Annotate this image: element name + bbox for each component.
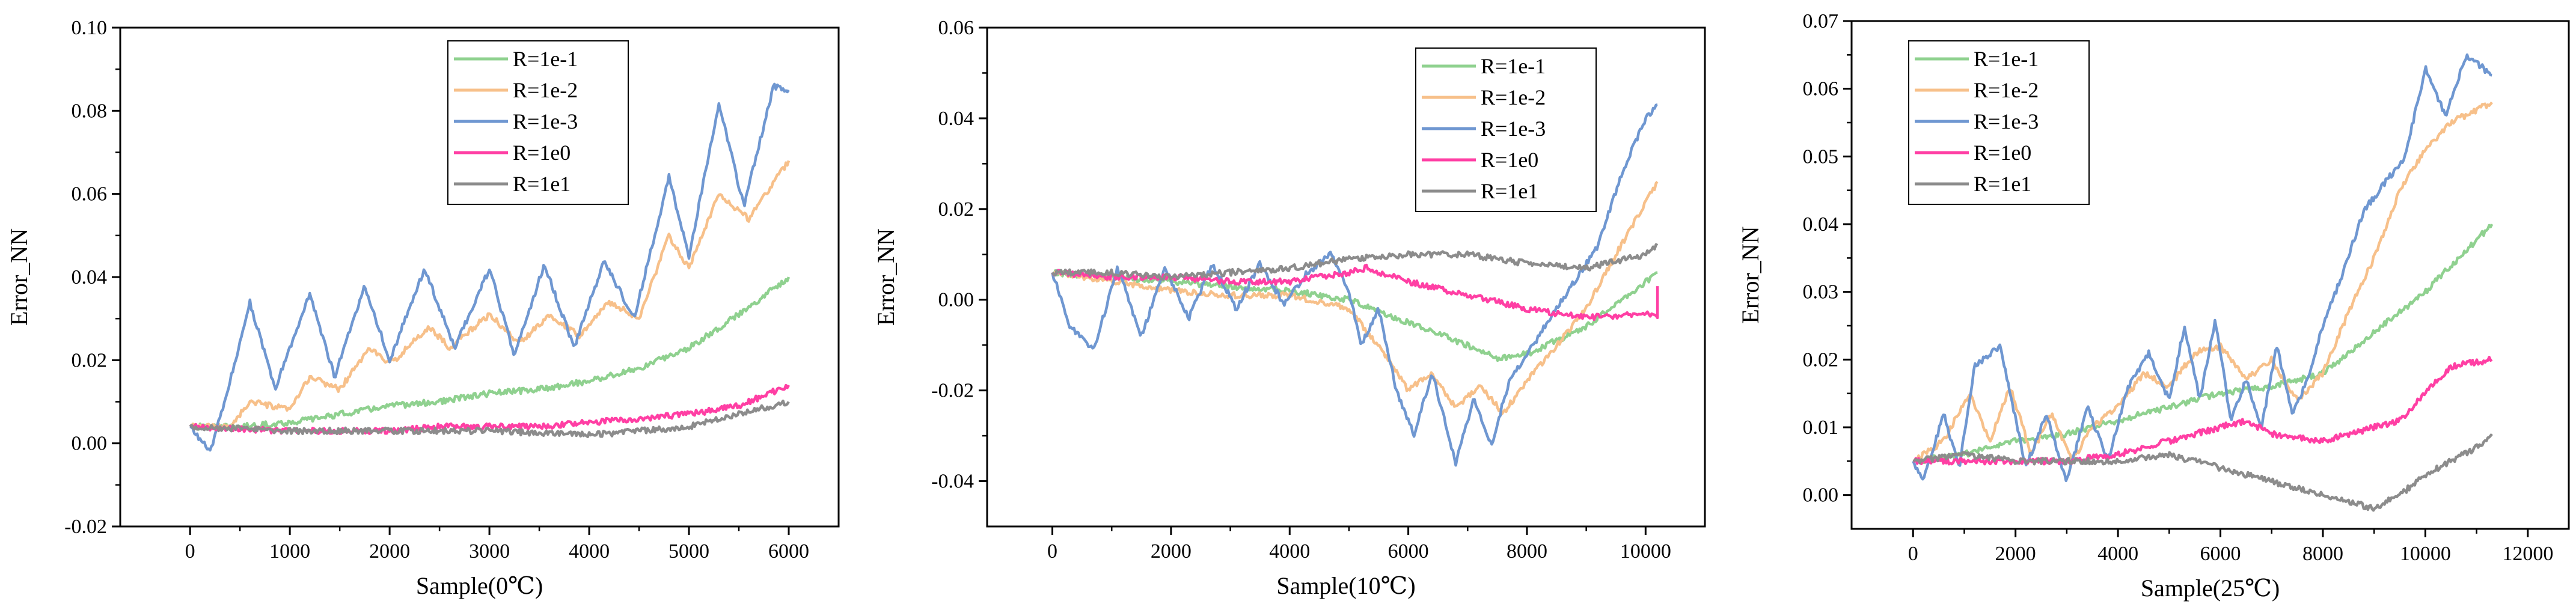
x-tick-label: 2000 xyxy=(1151,540,1192,563)
legend-label: R=1e-2 xyxy=(513,78,578,102)
legend-label: R=1e-1 xyxy=(1974,47,2039,71)
chart-panel-2: 0 2000 4000 6000 8000 10000 -0.04 -0.02 0.00 0.02… xyxy=(872,17,1706,599)
plot-frame xyxy=(1850,20,2570,530)
y-tick-label: 0.04 xyxy=(72,266,108,288)
x-tick-label: 4000 xyxy=(2097,543,2138,565)
y-tick-label: 0.05 xyxy=(1803,145,1839,168)
x-tick-label: 4000 xyxy=(1269,540,1310,563)
x-tick-label: 0 xyxy=(185,540,195,563)
x-tick-label: 0 xyxy=(1908,543,1918,565)
x-tick-label: 0 xyxy=(1047,540,1057,563)
legend-label: R=1e-3 xyxy=(1481,117,1546,141)
x-tick-label: 12000 xyxy=(2502,543,2553,565)
x-tick-label: 2000 xyxy=(369,540,410,563)
y-tick-label: 0.08 xyxy=(72,100,108,122)
legend-label: R=1e-2 xyxy=(1974,78,2039,102)
legend-label: R=1e1 xyxy=(1481,179,1538,203)
legend: R=1e-1 R=1e-2 R=1e-3 R=1e0 R=1e1 xyxy=(1908,40,2090,205)
y-tick-label: 0.01 xyxy=(1803,416,1839,439)
y-tick-label: 0.03 xyxy=(1803,281,1839,304)
x-tick-label: 6000 xyxy=(1388,540,1429,563)
y-tick-label: -0.04 xyxy=(931,471,974,493)
legend-label: R=1e-2 xyxy=(1481,85,1546,109)
x-tick-label: 6000 xyxy=(2200,543,2241,565)
chart-panel-3: 0 2000 4000 6000 8000 10000 12000 0.00 0.01 0.02 0… xyxy=(1737,10,2570,602)
series-line-R=1e-1 xyxy=(1912,223,2494,465)
y-tick-label: 0.02 xyxy=(1803,349,1839,371)
series-line-R=1e-2 xyxy=(189,160,791,431)
x-tick-label: 4000 xyxy=(569,540,610,563)
x-tick-label: 1000 xyxy=(269,540,310,563)
x-tick-label: 10000 xyxy=(1620,540,1671,563)
y-tick-label: 0.00 xyxy=(1803,484,1839,507)
legend-label: R=1e-3 xyxy=(1974,109,2039,133)
legend-label: R=1e1 xyxy=(1974,172,2031,196)
y-tick-label: 0.04 xyxy=(1803,213,1839,236)
plot-frame xyxy=(986,26,1706,528)
series-line-R=1e-1 xyxy=(1051,269,1658,362)
x-tick-label: 5000 xyxy=(668,540,709,563)
x-tick-label: 8000 xyxy=(2302,543,2343,565)
y-tick-label: 0.06 xyxy=(1803,78,1839,100)
series-line-R=1e-3 xyxy=(1912,53,2492,483)
legend-label: R=1e-1 xyxy=(513,47,578,71)
x-tick-label: 10000 xyxy=(2400,543,2451,565)
y-tick-label: 0.02 xyxy=(938,198,974,221)
x-tick-label: 6000 xyxy=(768,540,809,563)
y-tick-label: 0.02 xyxy=(72,349,108,371)
series-line-R=1e1 xyxy=(189,399,790,439)
series-line-R=1e1 xyxy=(1051,243,1659,281)
legend-label: R=1e0 xyxy=(1481,148,1538,172)
series-line-R=1e0 xyxy=(1051,263,1659,322)
legend-label: R=1e1 xyxy=(513,172,571,196)
x-tick-label: 2000 xyxy=(1995,543,2036,565)
y-axis-label: Error_NN xyxy=(5,228,32,326)
legend-label: R=1e-1 xyxy=(1481,54,1546,78)
y-tick-label: 0.07 xyxy=(1803,10,1839,32)
y-tick-label: -0.02 xyxy=(64,516,107,538)
y-tick-label: 0.00 xyxy=(72,433,108,455)
y-axis-label: Error_NN xyxy=(872,228,899,326)
y-tick-label: 0.06 xyxy=(938,17,974,39)
chart-panel-1: 0 1000 2000 3000 4000 5000 6000 -0.02 0.00 0.02 0.… xyxy=(5,17,840,599)
legend: R=1e-1 R=1e-2 R=1e-3 R=1e0 R=1e1 xyxy=(1415,47,1597,212)
y-tick-label: 0.04 xyxy=(938,108,974,130)
legend-label: R=1e0 xyxy=(513,141,571,165)
series-line-R=1e1 xyxy=(1912,433,2493,512)
x-axis-label: Sample(0℃) xyxy=(416,572,543,599)
y-tick-label: 0.10 xyxy=(72,17,108,39)
series-line-R=1e-1 xyxy=(189,276,791,431)
y-tick-label: 0.06 xyxy=(72,183,108,206)
series-line-R=1e-3 xyxy=(1051,103,1658,467)
y-axis-label: Error_NN xyxy=(1737,226,1764,323)
x-axis-label: Sample(25℃) xyxy=(2141,575,2280,602)
legend-label: R=1e0 xyxy=(1974,141,2031,165)
y-tick-label: -0.02 xyxy=(931,380,974,402)
series-line-R=1e-3 xyxy=(189,82,790,452)
legend: R=1e-1 R=1e-2 R=1e-3 R=1e0 R=1e1 xyxy=(447,40,629,205)
x-tick-label: 8000 xyxy=(1507,540,1547,563)
x-axis-label: Sample(10℃) xyxy=(1276,572,1415,599)
legend-label: R=1e-3 xyxy=(513,109,578,133)
y-tick-label: 0.00 xyxy=(938,289,974,311)
x-tick-label: 3000 xyxy=(469,540,510,563)
